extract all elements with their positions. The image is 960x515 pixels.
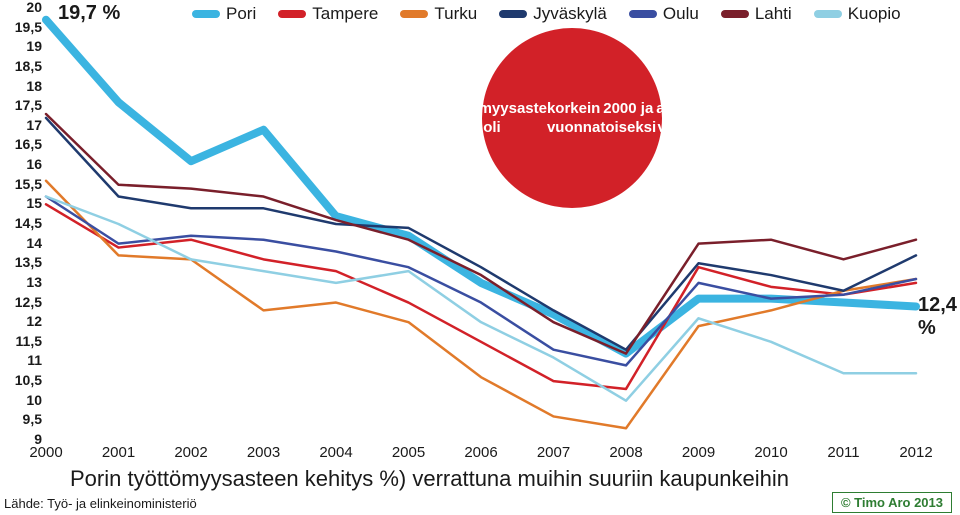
x-axis-tick: 2004: [319, 444, 352, 461]
legend-label: Jyväskylä: [533, 4, 607, 24]
legend-item-pori: Pori: [192, 4, 256, 24]
chart-container: 2019,51918,51817,51716,51615,51514,51413…: [0, 0, 960, 515]
callout-line: Porin: [399, 108, 437, 128]
line-chart: [0, 0, 960, 515]
legend-swatch: [278, 10, 306, 18]
start-value-label: 19,7 %: [58, 2, 120, 25]
chart-subtitle: Porin työttömyysasteen kehitys %) verrat…: [70, 466, 789, 492]
source-label: Lähde: Työ- ja elinkeinoministeriö: [4, 496, 197, 511]
x-axis-tick: 2012: [899, 444, 932, 461]
x-axis-tick: 2002: [174, 444, 207, 461]
x-axis-tick: 2005: [392, 444, 425, 461]
legend-swatch: [499, 10, 527, 18]
legend-swatch: [192, 10, 220, 18]
legend-label: Pori: [226, 4, 256, 24]
credit-label: © Timo Aro 2013: [832, 492, 952, 513]
x-axis-tick: 2007: [537, 444, 570, 461]
callout-line: alhaisin vuonna: [656, 99, 712, 138]
x-axis-tick: 2010: [754, 444, 787, 461]
callout-line: 2000 ja toiseksi: [600, 99, 656, 138]
callout-line: korkein vuonna: [547, 99, 600, 138]
x-axis-tick: 2008: [609, 444, 642, 461]
legend-label: Turku: [434, 4, 477, 24]
x-axis-tick: 2000: [29, 444, 62, 461]
legend-item-tampere: Tampere: [278, 4, 378, 24]
legend-label: Kuopio: [848, 4, 901, 24]
series-line-turku: [46, 181, 916, 428]
end-value-label: 12,4 %: [918, 294, 960, 340]
callout-circle: Porintyöttömyysaste olikorkein vuonna200…: [482, 28, 662, 208]
legend-label: Lahti: [755, 4, 792, 24]
legend-swatch: [629, 10, 657, 18]
legend-item-oulu: Oulu: [629, 4, 699, 24]
x-axis-tick: 2011: [827, 444, 859, 461]
x-axis-tick: 2003: [247, 444, 280, 461]
legend-item-turku: Turku: [400, 4, 477, 24]
legend-label: Tampere: [312, 4, 378, 24]
legend-item-kuopio: Kuopio: [814, 4, 901, 24]
legend-swatch: [814, 10, 842, 18]
legend-swatch: [400, 10, 428, 18]
callout-line: 2012: [712, 108, 745, 128]
legend-item-jyväskylä: Jyväskylä: [499, 4, 607, 24]
x-axis-tick: 2001: [102, 444, 135, 461]
legend-label: Oulu: [663, 4, 699, 24]
callout-line: työttömyysaste oli: [437, 99, 547, 138]
legend-item-lahti: Lahti: [721, 4, 792, 24]
legend-swatch: [721, 10, 749, 18]
x-axis-tick: 2009: [682, 444, 715, 461]
legend: Pori Tampere Turku Jyväskylä Oulu Lahti Kuopio: [192, 4, 901, 24]
x-axis-tick: 2006: [464, 444, 497, 461]
